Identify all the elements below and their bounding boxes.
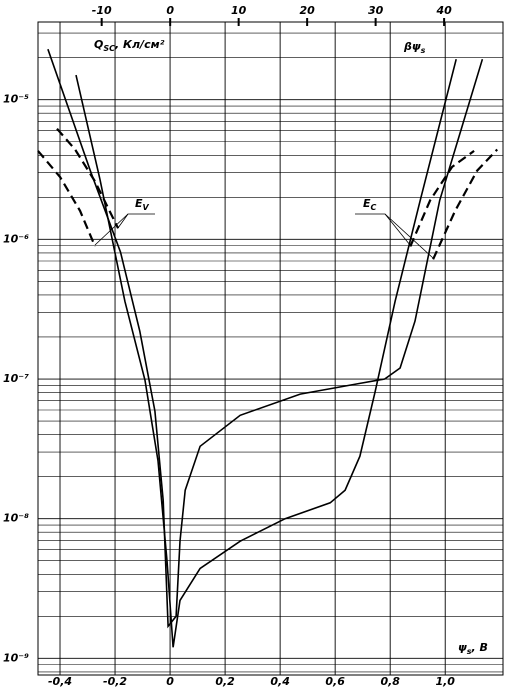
x-tick-label: 1,0 xyxy=(435,675,455,688)
y-tick-label: 10⁻⁹ xyxy=(3,651,29,664)
annotation: EC xyxy=(363,197,377,212)
top-tick-label: 40 xyxy=(435,4,452,17)
top-tick-label: -10 xyxy=(92,4,112,17)
plot-frame xyxy=(37,21,504,676)
top-axis-label: βψs xyxy=(403,40,426,55)
series-group xyxy=(37,48,498,648)
curve xyxy=(409,150,475,247)
curve xyxy=(47,48,484,629)
top-tick-label: 30 xyxy=(368,4,384,17)
y-tick-label: 10⁻⁷ xyxy=(3,372,29,385)
top-tick-label: 10 xyxy=(231,4,247,17)
x-tick-label: 0 xyxy=(166,675,174,688)
top-tick-label: 20 xyxy=(299,4,315,17)
x-tick-label: -0,2 xyxy=(103,675,127,688)
leader xyxy=(384,213,434,259)
annotation-leaders xyxy=(94,213,434,259)
x-axis-label: ψs, B xyxy=(458,641,488,656)
curve xyxy=(56,127,120,229)
x-tick-label: 0,2 xyxy=(215,675,235,688)
y-tick-label: 10⁻⁵ xyxy=(3,93,29,106)
curve xyxy=(37,150,97,247)
curve xyxy=(432,148,498,260)
curve xyxy=(75,59,457,648)
x-tick-label: 0,4 xyxy=(270,675,290,688)
x-tick-label: 0,6 xyxy=(325,675,345,688)
leader xyxy=(117,213,129,229)
top-tick-label: 0 xyxy=(166,4,174,17)
y-axis-label: QSC, Кл/см² xyxy=(94,38,165,53)
x-tick-label: -0,4 xyxy=(48,675,72,688)
x-tick-label: 0,8 xyxy=(380,675,400,688)
y-tick-label: 10⁻⁶ xyxy=(3,232,29,245)
y-tick-label: 10⁻⁸ xyxy=(3,512,29,525)
annotation: EV xyxy=(135,197,150,212)
